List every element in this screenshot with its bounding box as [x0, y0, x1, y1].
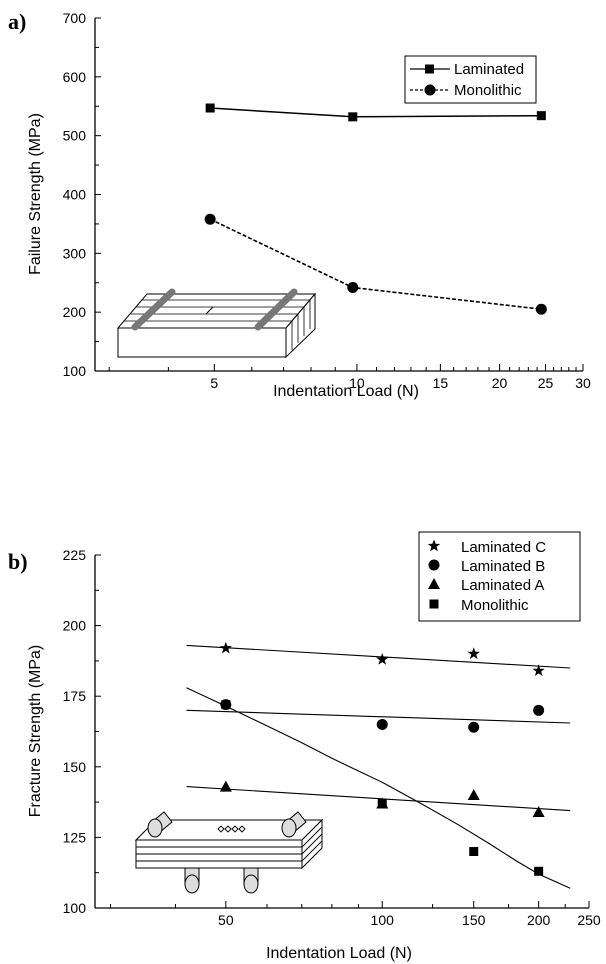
- x-tick-label: 10: [349, 375, 365, 391]
- legend-item-laminated: Laminated: [410, 61, 524, 78]
- x-axis-title: Indentation Load (N): [273, 383, 419, 400]
- series-markers: [219, 641, 545, 876]
- data-point-laminated-c: [376, 653, 389, 665]
- y-axis-title: Failure Strength (MPa): [27, 113, 44, 275]
- series-line-laminated: [210, 107, 542, 118]
- chart-panel-a: a) 5 10 15 20 25 30 100 200 300 400 500 600 700: [8, 9, 591, 400]
- y-tick-label: 225: [63, 547, 87, 563]
- x-tick-label: 250: [577, 912, 601, 928]
- x-axis-ticks: 50 100 150 200 250: [110, 901, 601, 928]
- legend-item-laminated-c: Laminated C: [427, 539, 546, 556]
- legend: Laminated Monolithic: [404, 55, 537, 104]
- data-point-laminated-b: [533, 704, 545, 716]
- panel-a-label: a): [8, 9, 26, 34]
- y-axis-ticks: 100 200 300 400 500 600 700: [63, 10, 101, 379]
- x-tick-label: 30: [575, 375, 591, 391]
- panel-b-label: b): [8, 549, 28, 574]
- y-tick-label: 300: [63, 245, 87, 261]
- legend: Laminated C Laminated B Laminated A Mono…: [418, 531, 581, 622]
- x-tick-label: 200: [527, 912, 551, 928]
- data-point-laminated-c: [219, 641, 232, 654]
- fit-line-laminated-b: [186, 709, 571, 724]
- y-tick-label: 200: [63, 618, 87, 634]
- data-point-monolithic: [204, 213, 216, 225]
- star-marker-icon: [427, 539, 441, 552]
- x-tick-label: 50: [218, 912, 234, 928]
- data-point-laminated: [536, 111, 546, 121]
- x-tick-label: 100: [371, 912, 395, 928]
- data-point-laminated-b: [376, 718, 388, 730]
- legend-item-laminated-a: Laminated A: [428, 577, 544, 594]
- data-point-laminated-a: [219, 780, 232, 792]
- x-tick-label: 20: [492, 375, 508, 391]
- legend-label-monolithic: Monolithic: [454, 82, 522, 99]
- x-tick-label: 15: [433, 375, 449, 391]
- legend-label-laminated-a: Laminated A: [461, 577, 544, 594]
- chart-panel-b: b) 50 100 150 200 250 100 125 150 175 200 225: [8, 531, 601, 962]
- data-point-monolithic: [377, 799, 387, 809]
- fit-line-monolithic: [186, 687, 571, 889]
- data-point-monolithic: [534, 866, 544, 876]
- x-axis-title: Indentation Load (N): [266, 945, 412, 962]
- legend-label-laminated-b: Laminated B: [461, 558, 545, 575]
- y-axis-title: Fracture Strength (MPa): [27, 645, 44, 818]
- y-tick-label: 100: [63, 900, 87, 916]
- data-point-laminated-b: [468, 721, 480, 733]
- y-tick-label: 700: [63, 10, 87, 26]
- y-tick-label: 400: [63, 187, 87, 203]
- legend-label-monolithic: Monolithic: [461, 597, 529, 614]
- y-tick-label: 100: [63, 363, 87, 379]
- legend-label-laminated-c: Laminated C: [461, 539, 546, 556]
- legend-item-monolithic: Monolithic: [410, 82, 522, 99]
- y-tick-label: 500: [63, 128, 87, 144]
- legend-label-laminated: Laminated: [454, 61, 524, 78]
- legend-item-laminated-b: Laminated B: [428, 558, 545, 575]
- data-point-laminated-c: [532, 664, 545, 676]
- y-tick-label: 150: [63, 759, 87, 775]
- data-point-laminated-a: [532, 805, 545, 817]
- data-point-laminated: [348, 112, 358, 122]
- y-tick-label: 125: [63, 829, 87, 845]
- fit-line-laminated-c: [186, 644, 571, 669]
- data-point-laminated-c: [467, 647, 480, 660]
- y-axis-ticks: 100 125 150 175 200 225: [63, 547, 101, 916]
- data-point-laminated: [205, 103, 215, 113]
- data-point-monolithic: [347, 281, 359, 293]
- data-point-monolithic: [221, 700, 231, 710]
- y-tick-label: 600: [63, 69, 87, 85]
- x-tick-label: 150: [462, 912, 486, 928]
- specimen-illustration: [116, 288, 317, 359]
- y-tick-label: 200: [63, 304, 87, 320]
- series-markers: [204, 103, 547, 315]
- series-lines: [209, 107, 542, 310]
- data-point-laminated-a: [467, 789, 480, 801]
- x-tick-label: 5: [210, 375, 218, 391]
- y-tick-label: 175: [63, 688, 87, 704]
- data-point-monolithic: [535, 303, 547, 315]
- fit-line-laminated-a: [186, 786, 571, 812]
- legend-item-monolithic: Monolithic: [429, 597, 529, 614]
- fit-lines: [186, 644, 571, 889]
- x-axis-ticks: 5 10 15 20 25 30: [108, 364, 591, 391]
- data-point-monolithic: [469, 847, 479, 857]
- x-tick-label: 25: [538, 375, 554, 391]
- specimen-illustration: [134, 811, 324, 894]
